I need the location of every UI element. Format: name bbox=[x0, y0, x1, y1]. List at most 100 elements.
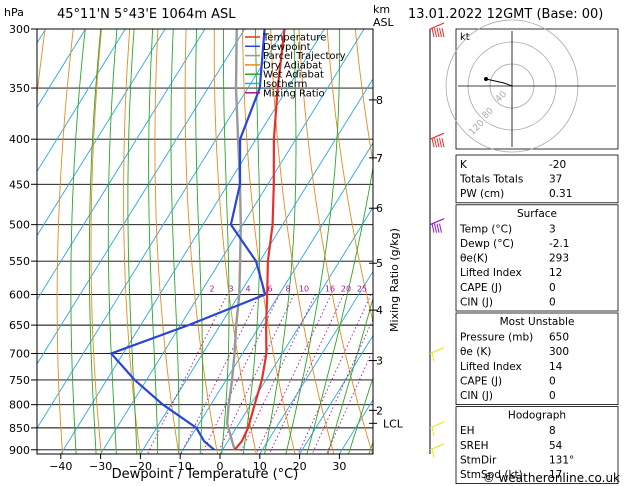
mixing-ratio-value-label: 2 bbox=[209, 284, 214, 293]
pressure-tick-label: 750 bbox=[9, 374, 30, 387]
mixing-ratio-value-label: 16 bbox=[325, 284, 335, 293]
mixing-ratio-value-label: 3 bbox=[228, 284, 233, 293]
pressure-axis: 300 350 400 450 500 550 600 650 700 750 800 850 900 bbox=[9, 23, 37, 457]
indices-row-value: 8 bbox=[549, 425, 556, 437]
temperature-tick-label: −40 bbox=[49, 460, 72, 473]
indices-row-value: 54 bbox=[549, 440, 563, 452]
indices-row-label: SREH bbox=[460, 440, 489, 452]
indices-row-label: PW (cm) bbox=[460, 188, 504, 200]
lcl-label: LCL bbox=[383, 417, 404, 430]
indices-row-label: CIN (J) bbox=[460, 390, 493, 402]
height-tick-label: 5 bbox=[376, 257, 383, 270]
wind-barb bbox=[429, 132, 445, 148]
mixing-ratio-line bbox=[297, 294, 372, 454]
wind-barb-flag bbox=[431, 138, 435, 148]
pressure-tick-label: 800 bbox=[9, 399, 30, 412]
height-tick-label: 2 bbox=[376, 404, 383, 417]
wind-barb bbox=[429, 22, 445, 38]
asl-axis-unit: ASL bbox=[373, 16, 395, 29]
temperature-tick-label: 20 bbox=[293, 460, 307, 473]
wet-adiabat-line bbox=[107, 29, 118, 454]
indices-section-frame bbox=[455, 406, 619, 485]
height-tick-label: 7 bbox=[376, 152, 383, 165]
height-tick-label: 6 bbox=[376, 202, 383, 215]
pressure-tick-label: 650 bbox=[9, 319, 30, 332]
wind-barb-flag bbox=[431, 223, 435, 233]
isotherm-line bbox=[37, 29, 246, 365]
indices-row-value: 650 bbox=[549, 332, 569, 344]
legend-label: Mixing Ratio bbox=[263, 88, 325, 99]
pressure-tick-label: 600 bbox=[9, 288, 30, 301]
wind-barb bbox=[429, 421, 445, 436]
wind-barbs bbox=[429, 22, 445, 458]
mixing-ratio-value-label: 20 bbox=[341, 284, 351, 293]
wind-barb bbox=[429, 346, 445, 362]
indices-section-surface: Surface Temp (°C) 3 Dewp (°C) -2.1 θe(K) 293 Li… bbox=[455, 204, 619, 312]
dry-adiabat-line bbox=[213, 29, 257, 454]
indices-row-value: 0 bbox=[549, 282, 556, 294]
wet-adiabat-line bbox=[348, 376, 373, 454]
legend-label: Wet Adiabat bbox=[263, 70, 324, 81]
indices-section-frame bbox=[455, 204, 619, 312]
plot-frame bbox=[36, 28, 374, 455]
wind-barb bbox=[429, 443, 445, 458]
mixing-ratio-line bbox=[326, 348, 373, 454]
indices-row-label: Totals Totals bbox=[459, 174, 523, 186]
isotherm-line bbox=[37, 29, 166, 237]
mixing-ratio-line bbox=[255, 294, 332, 454]
wet-adiabat-line bbox=[285, 29, 341, 454]
isotherm-line bbox=[219, 206, 373, 454]
hodograph-trace bbox=[485, 78, 513, 87]
temperature-line bbox=[233, 29, 286, 451]
mixing-ratio-value-label: 8 bbox=[285, 284, 290, 293]
dry-adiabat-line bbox=[56, 29, 74, 454]
mixing-ratio-value-label: 25 bbox=[357, 284, 367, 293]
wet-adiabat-line bbox=[264, 29, 297, 454]
wind-barb-flag bbox=[431, 426, 435, 436]
parcel-trajectory-line bbox=[225, 29, 243, 451]
dry-adiabat-line bbox=[90, 29, 102, 454]
indices-section-title: Surface bbox=[517, 208, 557, 220]
isotherm-line bbox=[299, 334, 373, 454]
indices-row-label: Lifted Index bbox=[460, 267, 522, 279]
mixing-ratio-line bbox=[239, 294, 316, 454]
pressure-tick-label: 500 bbox=[9, 219, 30, 232]
indices-row-value: 131° bbox=[549, 454, 574, 466]
isotherm-line bbox=[179, 142, 373, 454]
legend-label: Dewpoint bbox=[263, 42, 311, 53]
height-tick-label: 4 bbox=[376, 304, 383, 317]
indices-row-value: 293 bbox=[549, 253, 569, 265]
indices-row-value: 12 bbox=[549, 267, 562, 279]
hodograph-unit-label: kt bbox=[460, 32, 470, 43]
profile-lines bbox=[109, 29, 286, 451]
dewpoint-line bbox=[109, 29, 267, 451]
forecast-datetime: 13.01.2022 12GMT (Base: 00) bbox=[408, 7, 603, 22]
dry-adiabat-line bbox=[270, 29, 335, 454]
wind-barb-flag bbox=[431, 352, 435, 362]
x-axis-label: Dewpoint / Temperature (°C) bbox=[112, 467, 299, 482]
wind-barb-flag bbox=[434, 138, 437, 148]
indices-row-label: θe (K) bbox=[460, 346, 491, 358]
temperature-tick-label: 30 bbox=[332, 460, 346, 473]
indices-row-value: 0 bbox=[549, 296, 556, 308]
dry-adiabat-line bbox=[298, 29, 373, 454]
indices-row-value: 300 bbox=[549, 346, 569, 358]
pressure-tick-label: 400 bbox=[9, 133, 30, 146]
mixing-ratio-line bbox=[311, 318, 373, 454]
indices-row-value: -2.1 bbox=[549, 238, 570, 250]
temperature-tick-label: −20 bbox=[129, 460, 152, 473]
pressure-tick-label: 450 bbox=[9, 178, 30, 191]
station-location: 45°11'N 5°43'E 1064m ASL bbox=[57, 7, 236, 22]
height-tick-label: 8 bbox=[376, 94, 383, 107]
isotherm-line bbox=[140, 77, 373, 454]
indices-section-hodograph: Hodograph EH 8 SREH 54 StmDir 131° StmSpd (kt) 1… bbox=[455, 406, 619, 485]
dry-adiabat-line bbox=[123, 29, 141, 454]
wind-barb-flag bbox=[441, 27, 445, 38]
isotherm-line bbox=[37, 29, 126, 173]
wet-adiabat-line bbox=[70, 29, 86, 454]
indices-row-label: Dewp (°C) bbox=[460, 238, 514, 250]
isotherm-line bbox=[0, 29, 6, 454]
hodograph-frame bbox=[455, 28, 619, 150]
